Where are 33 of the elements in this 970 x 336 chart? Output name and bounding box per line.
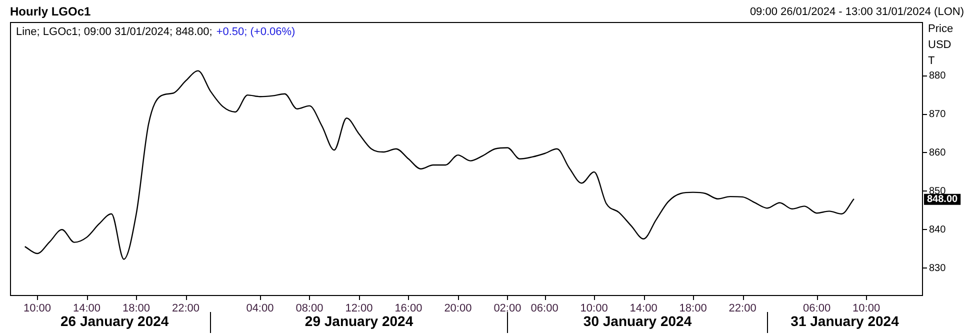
x-tick-label: 18:00: [679, 302, 707, 315]
y-tick-label: 880: [929, 70, 946, 82]
x-tick-label: 16:00: [394, 302, 422, 315]
chart-subtitle: 09:00 26/01/2024 - 13:00 31/01/2024 (LON): [750, 6, 964, 18]
text: 31 January 2024: [790, 312, 900, 329]
x-tick-label: 02:00: [494, 302, 522, 315]
text: 29 January 2024: [304, 312, 414, 329]
x-tick-label: 06:00: [803, 302, 831, 315]
x-tick-label: 10:00: [23, 302, 51, 315]
x-tick-label: 14:00: [630, 302, 658, 315]
y-tick-label: 830: [929, 262, 946, 274]
x-tick-label: 10:00: [580, 302, 608, 315]
chart-title: Hourly LGOc1: [10, 4, 92, 18]
y-tick-label: 870: [929, 109, 946, 120]
x-tick-label: 20:00: [444, 302, 472, 315]
x-tick-label: 18:00: [122, 302, 150, 315]
text: 26 January 2024: [60, 312, 169, 329]
y-tick-label: 860: [929, 147, 946, 158]
text: 848.00: [927, 194, 958, 206]
annotation: Line; LGOc1; 09:00 31/01/2024; 848.00;: [16, 26, 212, 38]
x-tick-label: 08:00: [296, 302, 324, 315]
line-series: [24, 70, 855, 260]
x-tick-label: 10:00: [852, 302, 880, 315]
y-axis-title: Price USD T: [928, 23, 954, 68]
x-tick-label: 06:00: [530, 302, 558, 315]
annotation: +0.50; (+0.06%): [216, 26, 296, 38]
x-tick-label: 12:00: [345, 302, 373, 315]
text: 30 January 2024: [583, 312, 692, 329]
x-tick-label: 04:00: [246, 302, 274, 315]
x-tick-label: 14:00: [72, 302, 100, 315]
y-tick-label: 840: [929, 224, 946, 236]
x-tick-label: 22:00: [728, 302, 756, 315]
x-tick-label: 22:00: [172, 302, 200, 315]
